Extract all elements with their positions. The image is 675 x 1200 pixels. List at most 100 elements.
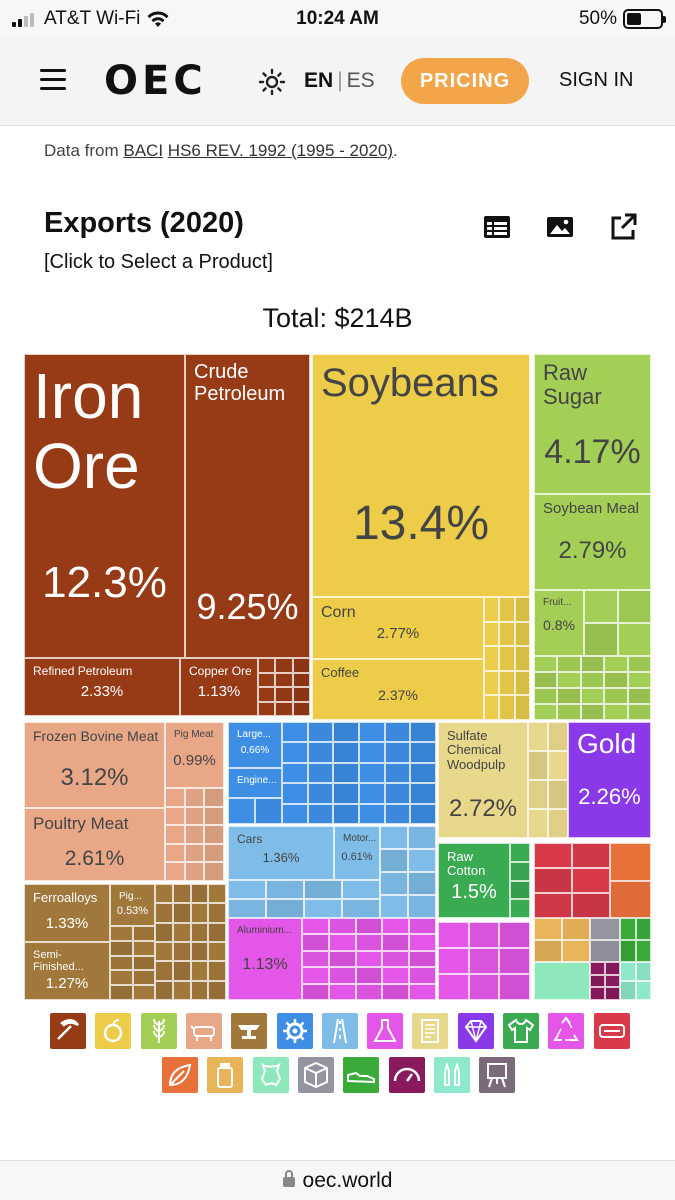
treemap-tile[interactable] (610, 880, 651, 918)
treemap-tile[interactable] (620, 918, 636, 940)
scroll-icon[interactable] (412, 1013, 449, 1049)
hide-icon[interactable] (252, 1057, 289, 1093)
treemap-tile[interactable] (275, 701, 293, 716)
treemap-tile[interactable] (155, 922, 173, 942)
treemap-tile[interactable]: Pig... 0.53% (110, 884, 155, 926)
treemap-tile[interactable] (384, 742, 411, 763)
treemap-tile[interactable] (172, 980, 191, 1000)
treemap-tile[interactable] (190, 942, 209, 962)
treemap-tile[interactable] (534, 940, 562, 962)
treemap-tile[interactable]: Coffee 2.37% (312, 659, 484, 720)
treemap-tile[interactable] (514, 597, 530, 622)
treemap-tile[interactable] (620, 962, 636, 981)
treemap-tile[interactable] (468, 974, 500, 1000)
treemap-tile[interactable] (110, 940, 133, 956)
treemap-tile[interactable]: Gold 2.26% (568, 722, 651, 838)
treemap-tile[interactable] (307, 722, 334, 743)
treemap-tile[interactable]: Fruit... 0.8% (534, 590, 584, 656)
recycle-icon[interactable] (548, 1013, 585, 1049)
treemap-tile[interactable] (155, 942, 173, 962)
treemap-tile[interactable] (584, 623, 618, 656)
treemap-tile[interactable] (132, 955, 155, 971)
treemap-tile[interactable] (528, 751, 548, 780)
treemap-tile[interactable] (333, 762, 359, 784)
treemap-tile[interactable] (359, 742, 385, 763)
treemap-tile[interactable] (292, 701, 310, 716)
treemap-tile[interactable] (132, 970, 155, 986)
treemap-tile[interactable] (204, 806, 224, 826)
treemap-tile[interactable] (510, 861, 530, 881)
treemap-tile[interactable] (204, 843, 224, 863)
treemap-tile[interactable] (557, 672, 581, 688)
treemap-tile[interactable] (534, 918, 562, 940)
treemap-tile[interactable] (410, 803, 436, 824)
treemap-tile[interactable] (499, 621, 515, 647)
treemap-tile[interactable] (302, 934, 329, 951)
treemap-tile[interactable] (557, 656, 581, 672)
treemap-tile[interactable] (382, 983, 410, 1000)
treemap-tile[interactable] (408, 895, 436, 918)
treemap-tile[interactable] (359, 762, 385, 784)
mining-pick-icon[interactable] (50, 1013, 86, 1049)
treemap-tile[interactable] (282, 783, 308, 804)
treemap-tile[interactable] (208, 980, 226, 1000)
treemap-tile[interactable] (627, 704, 651, 720)
treemap-tile[interactable] (307, 762, 334, 784)
treemap-tile[interactable] (258, 672, 276, 687)
treemap-tile[interactable] (110, 955, 133, 971)
treemap-tile[interactable] (382, 934, 410, 951)
treemap-tile[interactable] (572, 868, 610, 893)
treemap-tile[interactable] (228, 880, 266, 899)
treemap-tile[interactable] (172, 942, 191, 962)
treemap-tile[interactable] (333, 722, 359, 743)
treemap-tile[interactable] (534, 688, 558, 704)
film-icon[interactable] (593, 1013, 630, 1049)
table-icon[interactable] (482, 212, 512, 242)
treemap-tile[interactable] (342, 899, 380, 918)
treemap-tile[interactable]: Cars 1.36% (228, 826, 334, 880)
treemap-tile[interactable] (275, 672, 293, 687)
treemap-tile[interactable] (380, 895, 408, 918)
treemap-tile[interactable] (328, 983, 356, 1000)
treemap-tile[interactable] (355, 934, 383, 951)
treemap-tile[interactable] (258, 701, 276, 716)
treemap-tile[interactable] (408, 872, 436, 895)
treemap-tile[interactable] (228, 899, 266, 918)
treemap-tile[interactable] (468, 922, 500, 948)
treemap-tile[interactable] (208, 922, 226, 942)
flask-icon[interactable] (367, 1013, 404, 1049)
treemap-tile[interactable]: Soybean Meal 2.79% (534, 494, 651, 590)
treemap-tile[interactable] (572, 893, 610, 918)
treemap-tile[interactable] (155, 884, 173, 904)
treemap-tile[interactable] (409, 950, 436, 968)
treemap-tile[interactable] (534, 868, 572, 893)
treemap-tile[interactable] (409, 918, 436, 935)
treemap-tile[interactable] (204, 825, 224, 844)
treemap-tile[interactable] (580, 672, 605, 688)
treemap-tile[interactable] (302, 918, 329, 935)
treemap-tile[interactable]: Raw Sugar 4.17% (534, 354, 651, 494)
treemap-tile[interactable] (590, 940, 620, 962)
treemap-tile[interactable] (355, 967, 383, 984)
treemap-tile[interactable] (499, 695, 515, 720)
treemap-tile[interactable] (548, 780, 568, 809)
treemap-tile[interactable]: Large... 0.66% (228, 722, 282, 768)
menu-icon[interactable] (40, 69, 66, 91)
treemap-tile[interactable] (342, 880, 380, 899)
treemap-tile[interactable] (282, 803, 308, 824)
treemap-tile[interactable] (484, 670, 500, 696)
treemap-tile[interactable] (307, 783, 334, 804)
treemap-tile[interactable] (204, 788, 224, 807)
treemap-tile[interactable] (534, 962, 590, 1000)
treemap-tile[interactable]: Iron Ore 12.3% (24, 354, 185, 658)
treemap-tile[interactable] (172, 903, 191, 923)
treemap-tile[interactable]: Crude Petroleum 9.25% (185, 354, 310, 658)
treemap-tile[interactable] (548, 722, 568, 751)
treemap-tile[interactable] (355, 983, 383, 1000)
treemap-tile[interactable] (282, 722, 308, 743)
treemap-tile[interactable] (605, 987, 620, 1000)
treemap-tile[interactable] (302, 950, 329, 968)
sign-in-link[interactable]: SIGN IN (559, 69, 634, 91)
treemap-tile[interactable] (384, 722, 411, 743)
anvil-icon[interactable] (231, 1013, 268, 1049)
